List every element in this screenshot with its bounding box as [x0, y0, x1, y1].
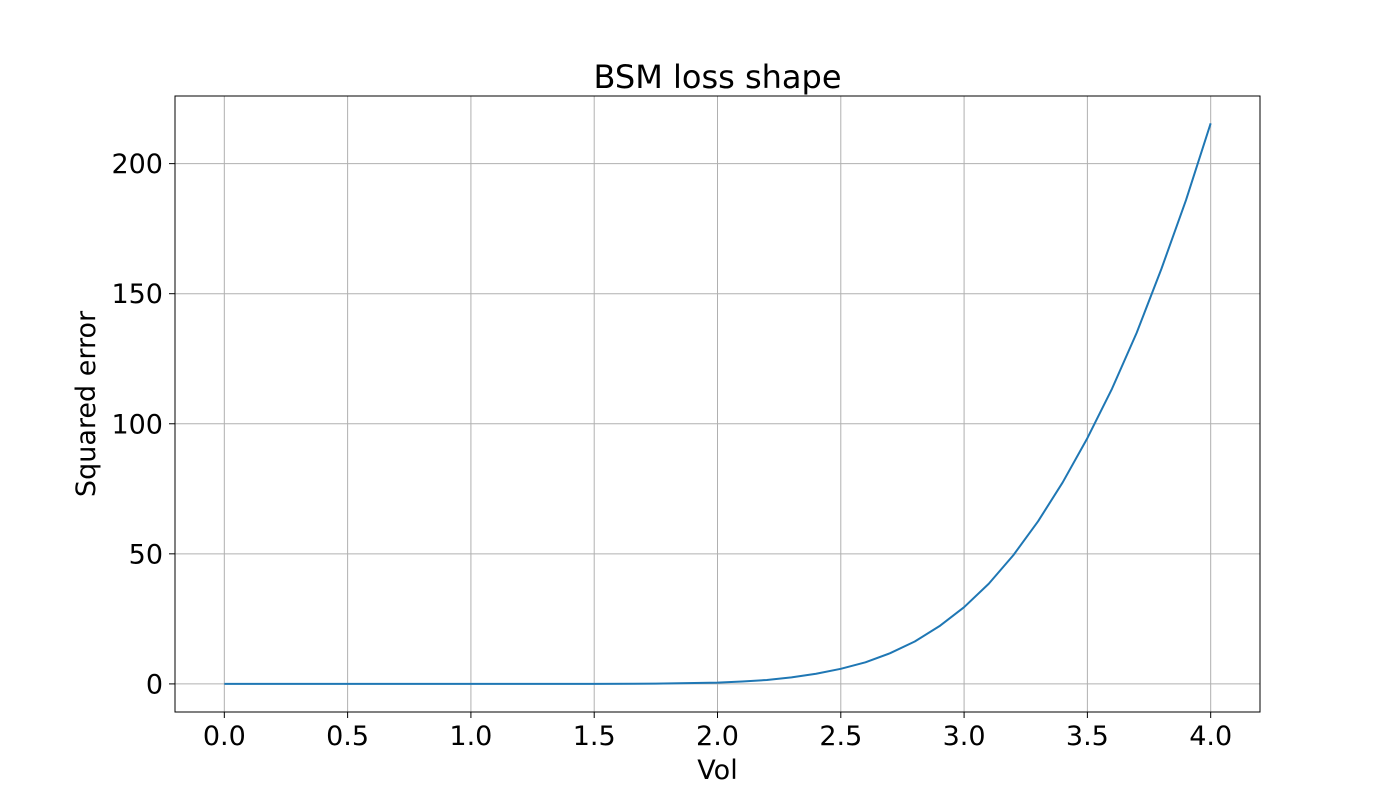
chart-title: BSM loss shape [593, 58, 841, 96]
x-axis-label: Vol [697, 755, 737, 786]
y-tick-label: 150 [111, 279, 163, 310]
x-tick-label: 3.0 [943, 721, 986, 752]
y-tick-label: 100 [111, 409, 163, 440]
x-tick-label: 2.0 [696, 721, 739, 752]
y-axis-label: Squared error [71, 310, 102, 497]
x-tick-label: 3.5 [1066, 721, 1109, 752]
y-tick-label: 0 [146, 669, 163, 700]
x-tick-label: 0.5 [326, 721, 369, 752]
x-tick-label: 4.0 [1189, 721, 1232, 752]
ticks: 0.0 0.5 1.0 1.5 2.0 2.5 3.0 3.5 4.0 0 50 100 150 200 [111, 149, 1232, 752]
grid [175, 96, 1260, 712]
y-tick-label: 50 [129, 539, 163, 570]
x-tick-label: 1.5 [573, 721, 616, 752]
x-tick-label: 1.0 [449, 721, 492, 752]
y-tick-label: 200 [111, 149, 163, 180]
x-tick-label: 2.5 [819, 721, 862, 752]
x-tick-label: 0.0 [203, 721, 246, 752]
